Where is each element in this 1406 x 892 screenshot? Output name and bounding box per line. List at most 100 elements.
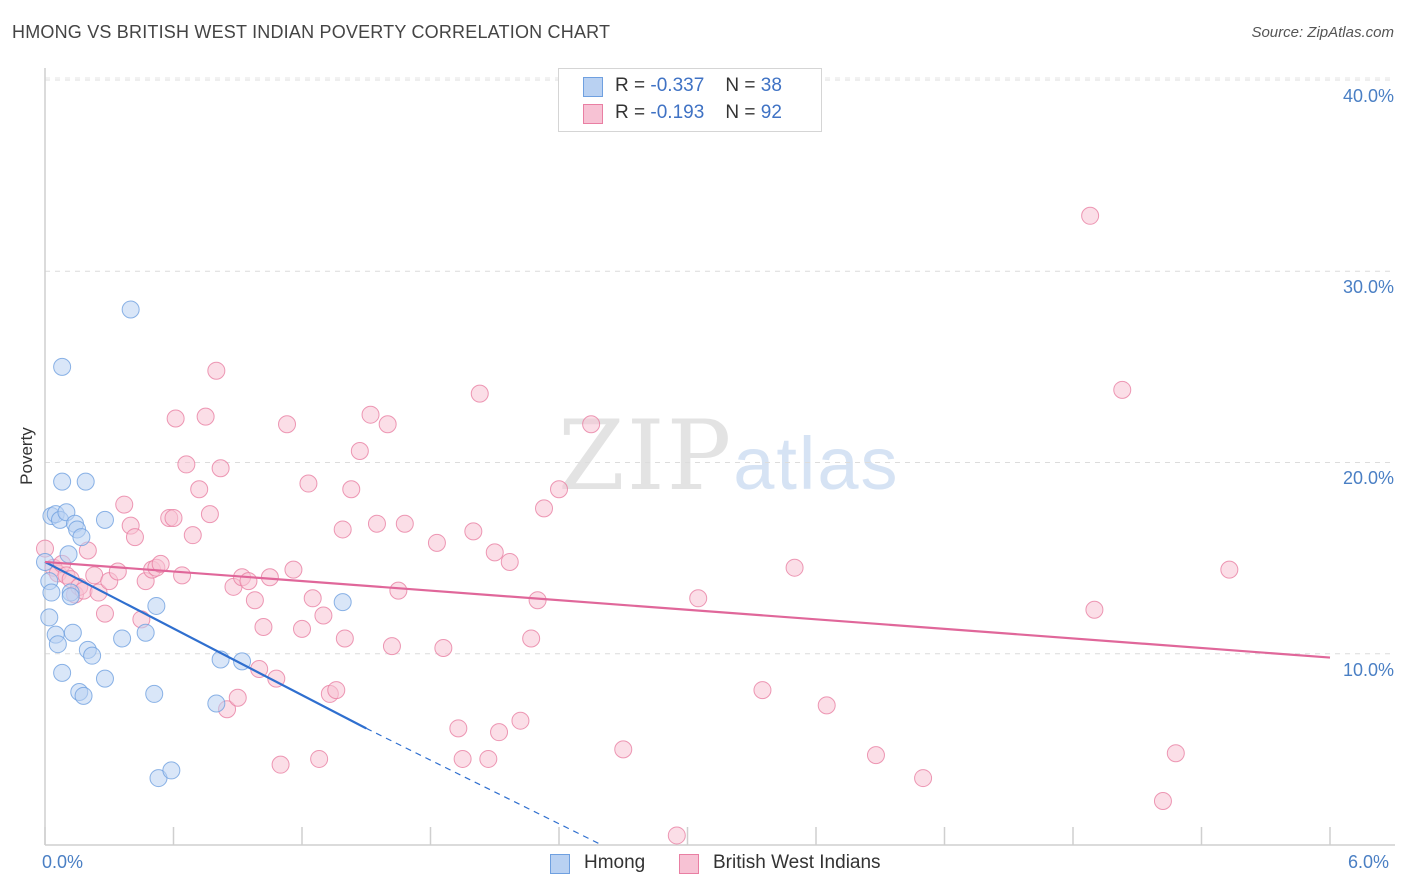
bwi-point — [1085, 600, 1104, 619]
hmong-point — [95, 510, 114, 529]
hmong-point — [95, 669, 114, 688]
bwi-point — [164, 508, 183, 527]
bwi-point — [207, 361, 226, 380]
hmong-point — [74, 686, 93, 705]
bwi-point — [866, 746, 885, 765]
bwi-point — [500, 552, 519, 571]
watermark: ZIPatlas — [558, 400, 900, 512]
bwi-point — [582, 415, 601, 434]
hmong-point — [76, 472, 95, 491]
bwi-point — [85, 566, 104, 585]
hmong-trendline — [44, 560, 367, 730]
bwi-point — [299, 474, 318, 493]
hmong-point — [333, 593, 352, 612]
bwi-point — [108, 562, 127, 581]
bwi-point — [254, 617, 273, 636]
bwi-point — [1153, 792, 1172, 811]
hmong-point — [136, 623, 155, 642]
hmong-point — [59, 545, 78, 564]
watermark-sub: atlas — [733, 422, 900, 505]
bwi-point — [427, 533, 446, 552]
bwi-point — [361, 405, 380, 424]
bwi-point — [211, 459, 230, 478]
bwi-point — [333, 520, 352, 539]
bwi-point — [327, 681, 346, 700]
bwi-point — [196, 407, 215, 426]
hmong-point — [53, 472, 72, 491]
bwi-point — [479, 749, 498, 768]
bwi-point — [125, 528, 144, 547]
bwi-point — [470, 384, 489, 403]
bwi-point — [367, 514, 386, 533]
hmong-legend-label: Hmong — [584, 852, 646, 873]
hmong-n-value: 38 — [760, 75, 782, 96]
hmong-point — [61, 587, 80, 606]
hmong-point — [48, 635, 67, 654]
n-label: N = — [725, 75, 756, 96]
bwi-point — [528, 591, 547, 610]
bwi-point — [239, 572, 258, 591]
hmong-point — [53, 357, 72, 376]
bwi-point — [382, 637, 401, 656]
hmong-point — [42, 583, 61, 602]
hmong-point — [53, 663, 72, 682]
bwi-point — [522, 629, 541, 648]
bwi-point — [190, 480, 209, 499]
bwi-point — [310, 749, 329, 768]
bwi-point — [115, 495, 134, 514]
bwi-point — [303, 589, 322, 608]
r-label: R = — [615, 75, 646, 96]
bwi-point — [151, 554, 170, 573]
bwi-point — [271, 755, 290, 774]
bwi-point — [395, 514, 414, 533]
hmong-point — [72, 528, 91, 547]
bwi-point — [490, 723, 509, 742]
bwi-point — [342, 480, 361, 499]
bwi-point — [753, 681, 772, 700]
bwi-point — [350, 442, 369, 461]
hmong-point — [113, 629, 132, 648]
bwi-point — [389, 581, 408, 600]
n-label: N = — [725, 102, 756, 123]
hmong-trendline-extension — [365, 727, 603, 846]
hmong-point — [162, 761, 181, 780]
bwi-point — [550, 480, 568, 499]
hmong-legend-swatch — [550, 854, 570, 874]
hmong-point — [147, 596, 166, 615]
source-text: Source: ZipAtlas.com — [1251, 24, 1394, 41]
bwi-point — [1113, 380, 1132, 399]
bwi-point — [284, 560, 303, 579]
hmong-point — [40, 608, 59, 627]
bwi-point — [485, 543, 504, 562]
hmong-point — [63, 623, 82, 642]
y-tick-label: 10.0% — [1342, 660, 1394, 680]
bwi-legend-swatch — [679, 854, 699, 874]
stats-legend: R = -0.337 N = 38 R = -0.193 N = 92 — [558, 68, 822, 132]
bwi-point — [245, 591, 264, 610]
bwi-point — [173, 566, 192, 585]
bwi-point — [183, 526, 202, 545]
hmong-point — [207, 694, 226, 713]
bwi-point — [200, 505, 219, 524]
bwi-point — [1220, 560, 1239, 579]
bwi-point — [228, 688, 247, 707]
bwi-point — [278, 415, 297, 434]
hmong-swatch — [583, 77, 603, 97]
hmong-point — [121, 300, 140, 319]
bwi-point — [335, 629, 354, 648]
bwi-point — [95, 604, 114, 623]
bwi-point — [449, 719, 468, 738]
bwi-point — [378, 415, 397, 434]
bwi-point — [914, 769, 933, 788]
r-label: R = — [615, 102, 646, 123]
x-tick-label: 6.0% — [1348, 852, 1390, 872]
chart-title: HMONG VS BRITISH WEST INDIAN POVERTY COR… — [12, 22, 611, 42]
bwi-n-value: 92 — [760, 102, 782, 123]
y-tick-label: 30.0% — [1342, 277, 1394, 297]
hmong-r-value: -0.337 — [650, 75, 705, 96]
bwi-point — [1166, 744, 1185, 763]
bwi-point — [614, 740, 633, 759]
y-tick-label: 40.0% — [1342, 86, 1394, 106]
bwi-point — [177, 455, 196, 474]
